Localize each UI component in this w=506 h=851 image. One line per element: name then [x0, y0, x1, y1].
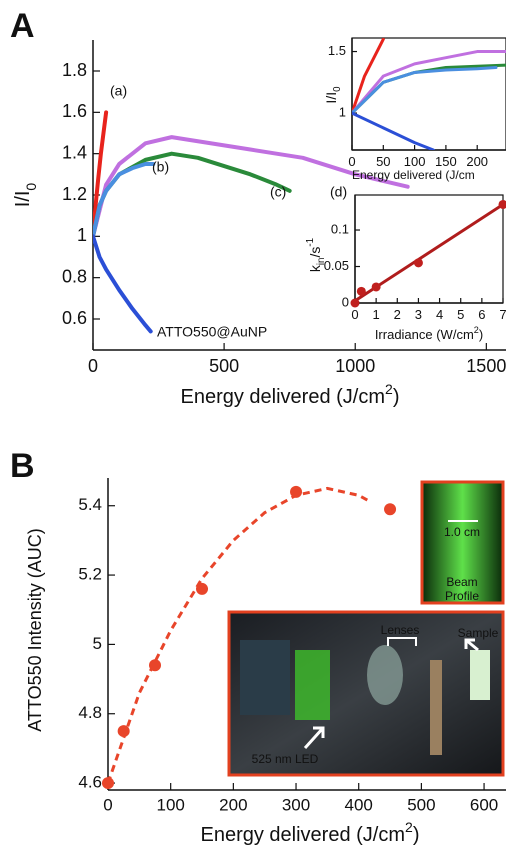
- data-point: [357, 287, 366, 296]
- x-tick-label: 7: [499, 307, 506, 322]
- panel-label: B: [10, 447, 35, 485]
- x-tick-label: 2: [394, 307, 401, 322]
- led-light: [295, 650, 330, 720]
- annotation: (b): [152, 159, 169, 175]
- mount: [430, 660, 442, 755]
- x-axis-label-part: Irradiance (W/cm: [375, 327, 474, 342]
- x-tick-label: 1000: [335, 356, 375, 376]
- panel-label: A: [10, 7, 35, 45]
- y-tick-label: 5.2: [78, 565, 102, 584]
- y-tick-label: 4.8: [78, 703, 102, 722]
- x-axis-label-part: ): [393, 386, 400, 408]
- x-tick-label: 0: [88, 356, 98, 376]
- x-axis-label-part: 2: [385, 381, 393, 397]
- x-axis-label: Energy delivered (J/cm2): [181, 381, 400, 409]
- x-tick-label: 1500: [466, 356, 506, 376]
- x-axis-label-part: Energy delivered (J/cm: [352, 168, 475, 182]
- annotation: 525 nm LED: [252, 752, 319, 766]
- data-point: [351, 299, 360, 308]
- y-axis-label-part: 0: [332, 86, 343, 92]
- y-axis-label-part: I/I: [12, 191, 34, 208]
- data-point: [149, 659, 161, 671]
- x-tick-label: 4: [436, 307, 443, 322]
- sample: [470, 650, 490, 700]
- y-tick-label: 4.6: [78, 773, 102, 792]
- x-axis-label-part: ): [479, 327, 483, 342]
- x-tick-label: 600: [470, 796, 498, 815]
- y-tick-label: 1.6: [62, 101, 87, 121]
- y-axis-label-part: 0: [23, 183, 39, 191]
- y-axis-label-part: -1: [305, 238, 316, 247]
- x-tick-label: 0: [103, 796, 112, 815]
- y-tick-label: 0.05: [324, 258, 349, 273]
- x-tick-label: 0: [351, 307, 358, 322]
- y-tick-label: 1.8: [62, 60, 87, 80]
- y-tick-label: 0.6: [62, 308, 87, 328]
- data-point: [102, 777, 114, 789]
- data-point: [414, 258, 423, 267]
- x-tick-label: 150: [435, 154, 457, 169]
- x-tick-label: 200: [219, 796, 247, 815]
- x-tick-label: 500: [407, 796, 435, 815]
- x-axis-label-part: 2: [405, 819, 413, 835]
- y-tick-label: 1.2: [62, 184, 87, 204]
- x-tick-label: 0: [348, 154, 355, 169]
- y-tick-label: 0.8: [62, 266, 87, 286]
- y-axis-label: I/I0: [12, 183, 38, 208]
- annotation: Beam: [446, 575, 477, 589]
- data-point: [290, 486, 302, 498]
- x-tick-label: 1: [373, 307, 380, 322]
- x-tick-label: 300: [282, 796, 310, 815]
- annotation: Sample: [458, 626, 499, 640]
- x-tick-label: 400: [345, 796, 373, 815]
- annotation: (d): [330, 184, 347, 200]
- figure: 0500100015000.60.811.21.41.61.8Energy de…: [0, 0, 506, 851]
- data-point: [196, 583, 208, 595]
- lens: [367, 645, 403, 705]
- x-tick-label: 50: [376, 154, 390, 169]
- y-tick-label: 1: [77, 225, 87, 245]
- data-point: [372, 282, 381, 291]
- annotation: (c): [270, 184, 286, 200]
- led-body: [240, 640, 290, 715]
- series-line: [93, 154, 290, 237]
- x-axis-label-part: Energy delivered (J/cm: [181, 386, 386, 408]
- x-axis-label-part: Energy delivered (J/cm: [201, 824, 406, 846]
- y-axis-label-part: ATTO550 Intensity (AUC): [25, 528, 45, 731]
- data-point: [118, 725, 130, 737]
- series-line: [93, 236, 151, 331]
- y-axis-label-part: I/I: [323, 92, 339, 104]
- y-axis-label-part: /s: [307, 247, 323, 258]
- x-axis-label: Energy delivered (J/cm2): [201, 819, 420, 847]
- annotation: 1.0 cm: [444, 525, 480, 539]
- annotation: Lenses: [381, 623, 420, 637]
- y-tick-label: 0.1: [331, 221, 349, 236]
- annotation: (a): [110, 83, 127, 99]
- y-tick-label: 1: [339, 105, 346, 120]
- annotation: Profile: [445, 589, 479, 603]
- y-axis-label: I/I0: [323, 86, 343, 104]
- series-line: [93, 164, 153, 236]
- x-tick-label: 500: [209, 356, 239, 376]
- x-tick-label: 200: [466, 154, 488, 169]
- y-tick-label: 0: [342, 294, 349, 309]
- y-tick-label: 1.5: [328, 43, 346, 58]
- x-tick-label: 100: [404, 154, 426, 169]
- x-tick-label: 100: [156, 796, 184, 815]
- y-tick-label: 1.4: [62, 142, 87, 162]
- x-tick-label: 5: [457, 307, 464, 322]
- y-tick-label: 5.4: [78, 495, 102, 514]
- x-axis-label: Irradiance (W/cm2): [375, 325, 483, 342]
- x-tick-label: 3: [415, 307, 422, 322]
- x-tick-label: 6: [478, 307, 485, 322]
- x-axis-label-part: ): [413, 824, 420, 846]
- y-axis-label: ATTO550 Intensity (AUC): [25, 528, 45, 731]
- data-point: [384, 503, 396, 515]
- annotation: ATTO550@AuNP: [157, 324, 267, 340]
- y-axis-label-part: in: [316, 257, 327, 265]
- page: 0500100015000.60.811.21.41.61.8Energy de…: [0, 0, 506, 851]
- x-axis-label: Energy delivered (J/cm: [352, 168, 475, 182]
- y-tick-label: 5: [93, 634, 102, 653]
